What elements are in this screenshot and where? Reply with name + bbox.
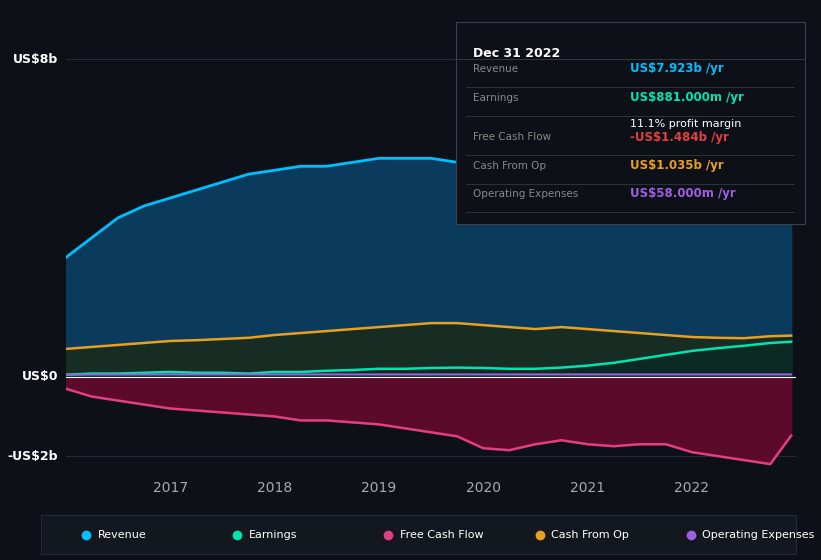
Text: Free Cash Flow: Free Cash Flow — [400, 530, 484, 540]
Text: Earnings: Earnings — [473, 93, 519, 103]
Text: Revenue: Revenue — [98, 530, 146, 540]
Text: US$7.923b /yr: US$7.923b /yr — [631, 62, 724, 75]
Text: Cash From Op: Cash From Op — [551, 530, 629, 540]
Text: Cash From Op: Cash From Op — [473, 161, 546, 171]
Text: Revenue: Revenue — [473, 64, 518, 74]
Text: Dec 31 2022: Dec 31 2022 — [473, 46, 561, 59]
Text: US$881.000m /yr: US$881.000m /yr — [631, 91, 744, 105]
Text: US$8b: US$8b — [13, 53, 58, 66]
Text: US$0: US$0 — [22, 370, 58, 383]
Text: -US$2b: -US$2b — [8, 450, 58, 463]
Text: 11.1% profit margin: 11.1% profit margin — [631, 119, 741, 129]
Text: -US$1.484b /yr: -US$1.484b /yr — [631, 131, 729, 144]
Text: Operating Expenses: Operating Expenses — [702, 530, 814, 540]
Text: Free Cash Flow: Free Cash Flow — [473, 132, 551, 142]
Text: US$58.000m /yr: US$58.000m /yr — [631, 187, 736, 200]
Text: Earnings: Earnings — [249, 530, 297, 540]
Text: Operating Expenses: Operating Expenses — [473, 189, 578, 199]
Text: US$1.035b /yr: US$1.035b /yr — [631, 159, 724, 172]
